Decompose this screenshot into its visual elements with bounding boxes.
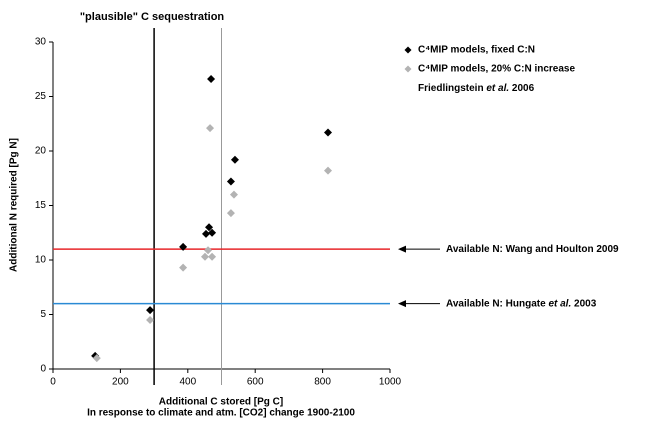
data-point	[323, 128, 332, 137]
x-tick-label: 800	[314, 377, 331, 388]
y-tick-label: 15	[35, 200, 47, 211]
annotation-part: et al.	[548, 298, 571, 309]
data-point	[92, 354, 101, 363]
legend-note-part: Friedlingstein	[418, 83, 486, 94]
y-tick-label: 10	[35, 255, 47, 266]
y-tick-label: 25	[35, 91, 47, 102]
data-point	[226, 177, 235, 186]
chart-title: "plausible" C sequestration	[80, 11, 225, 23]
annotation-part: 2003	[571, 298, 596, 309]
annotation-part: Available N: Wang and Houlton 2009	[446, 244, 619, 255]
data-point	[208, 252, 217, 261]
data-point	[204, 246, 213, 255]
data-point	[179, 263, 188, 272]
legend-label: C⁴MIP models, 20% C:N increase	[418, 64, 575, 75]
data-point	[146, 306, 155, 315]
annotation-part: Available N: Hungate	[446, 298, 548, 309]
y-tick-label: 20	[35, 146, 47, 157]
y-tick-label: 5	[40, 309, 46, 320]
annotation: Available N: Wang and Houlton 2009	[446, 244, 619, 255]
x-tick-label: 600	[247, 377, 264, 388]
legend-note: Friedlingstein et al. 2006	[418, 83, 535, 94]
data-point	[206, 124, 215, 133]
legend-marker	[404, 46, 412, 54]
data-point	[229, 190, 238, 199]
data-point	[200, 252, 209, 261]
legend-label: C⁴MIP models, fixed C:N	[418, 45, 535, 56]
x-axis-sublabel: In response to climate and atm. [CO2] ch…	[87, 408, 355, 419]
arrow-head	[398, 245, 406, 253]
annotation: Available N: Hungate et al. 2003	[446, 298, 597, 309]
y-axis-label: Additional N required [Pg N]	[9, 138, 20, 272]
x-tick-label: 0	[50, 377, 56, 388]
data-point	[230, 155, 239, 164]
y-tick-label: 30	[35, 37, 47, 48]
x-tick-label: 1000	[379, 377, 402, 388]
legend-marker	[404, 65, 412, 73]
data-point	[201, 229, 210, 238]
x-tick-label: 200	[112, 377, 129, 388]
data-point	[205, 223, 214, 232]
legend-note-part: et al.	[486, 83, 509, 94]
arrow-head	[398, 300, 406, 308]
data-point	[146, 315, 155, 324]
data-point	[226, 209, 235, 218]
legend-note-part: 2006	[509, 83, 534, 94]
data-point	[179, 242, 188, 251]
data-point	[323, 166, 332, 175]
data-point	[208, 228, 217, 237]
x-tick-label: 400	[179, 377, 196, 388]
y-tick-label: 0	[40, 364, 46, 375]
x-axis-label: Additional C stored [Pg C]	[159, 397, 283, 408]
data-point	[207, 75, 216, 84]
